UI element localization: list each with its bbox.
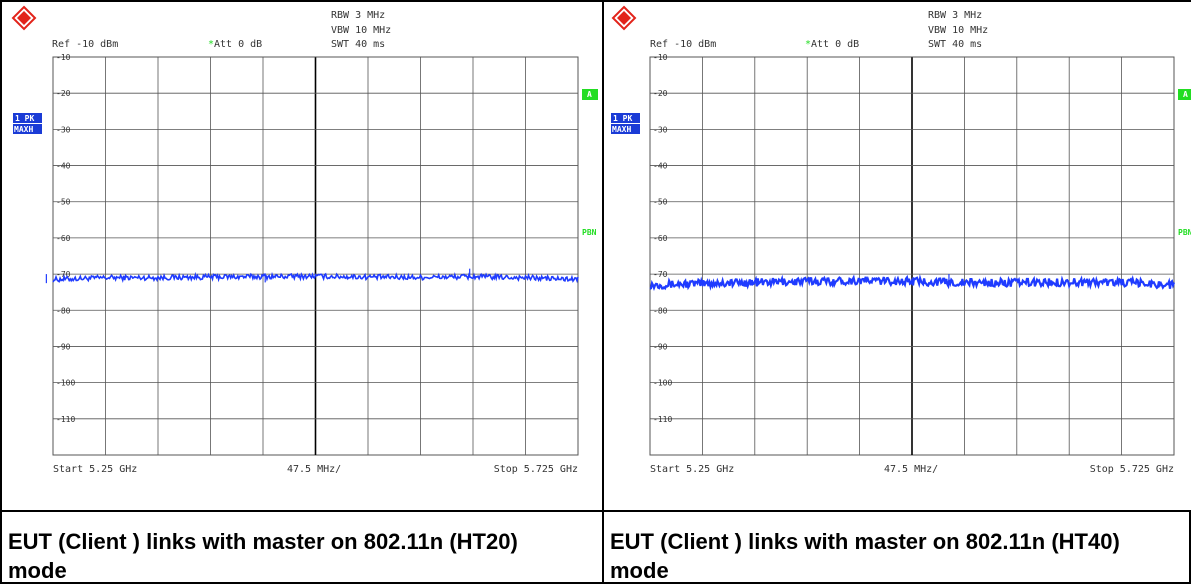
trace-mode-bg [611, 124, 640, 134]
trace-mode-label: MAXH [14, 125, 33, 134]
y-tick-label: -80 [653, 306, 668, 315]
side-label-a-bg [1178, 89, 1191, 100]
spectrum-plot: RBW 3 MHz VBW 10 MHz SWT 40 ms Ref -10 d… [11, 5, 598, 475]
trace-label-bg [13, 113, 42, 123]
y-tick-label: -20 [653, 89, 668, 98]
y-tick-label: -110 [56, 415, 75, 424]
y-tick-label: -10 [653, 53, 668, 62]
ref-level-label: Ref -10 dBm [52, 39, 118, 50]
y-tick-label: -10 [56, 53, 71, 62]
attenuation-label: Att 0 dB [214, 39, 262, 50]
y-tick-label: -40 [653, 162, 668, 171]
trace-mode-label: MAXH [612, 125, 631, 134]
caption-ht20: EUT (Client ) links with master on 802.1… [8, 529, 518, 583]
grid-lines [650, 56, 1174, 455]
trace-detector-label: 1 PK [613, 114, 632, 123]
spectrum-analyzer-screen: RBW 3 MHz VBW 10 MHz SWT 40 ms Ref -10 d… [604, 2, 1191, 510]
swt-label: SWT 40 ms [331, 39, 385, 50]
rohde-schwarz-logo-icon [11, 5, 37, 31]
panel-ht40: RBW 3 MHz VBW 10 MHz SWT 40 ms Ref -10 d… [602, 2, 1191, 583]
vbw-label: VBW 10 MHz [331, 25, 391, 36]
trace-spikes [45, 268, 471, 284]
span-per-div-label: 47.5 MHz/ [884, 464, 938, 475]
y-tick-label: -30 [56, 125, 71, 134]
trace-label-bg [611, 113, 640, 123]
trace-line [649, 274, 1176, 292]
rohde-schwarz-logo-icon [611, 5, 637, 31]
stop-frequency-label: Stop 5.725 GHz [494, 464, 578, 475]
caption-divider [2, 510, 602, 512]
start-frequency-label: Start 5.25 GHz [650, 464, 734, 475]
spectrum-analyzer-screen: RBW 3 MHz VBW 10 MHz SWT 40 ms Ref -10 d… [2, 2, 602, 510]
y-tick-label: -20 [56, 89, 71, 98]
trace-mode-bg [13, 124, 42, 134]
rbw-label: RBW 3 MHz [331, 10, 385, 21]
side-label-a: A [1183, 90, 1188, 99]
ref-level-label: Ref -10 dBm [650, 39, 716, 50]
trace-line [52, 271, 579, 284]
y-tick-label: -30 [653, 125, 668, 134]
y-tick-labels: -10 -20 -30 -40 -50 -60 -70 -80 -90 -100 -110 [56, 53, 75, 424]
caption-ht40: EUT (Client ) links with master on 802.1… [610, 529, 1120, 583]
stop-frequency-label: Stop 5.725 GHz [1090, 464, 1174, 475]
att-star-icon: * [208, 39, 214, 50]
rbw-label: RBW 3 MHz [928, 10, 982, 21]
side-label-a-bg [582, 89, 598, 100]
y-tick-label: -90 [653, 342, 668, 351]
y-tick-label: -50 [653, 198, 668, 207]
y-tick-label: -50 [56, 198, 71, 207]
start-frequency-label: Start 5.25 GHz [53, 464, 137, 475]
y-tick-label: -90 [56, 342, 71, 351]
side-label-pbn: PBN [1178, 228, 1191, 237]
y-tick-label: -40 [56, 162, 71, 171]
side-label-pbn: PBN [582, 228, 597, 237]
spectrum-plot: RBW 3 MHz VBW 10 MHz SWT 40 ms Ref -10 d… [611, 5, 1191, 475]
attenuation-label: Att 0 dB [811, 39, 859, 50]
span-per-div-label: 47.5 MHz/ [287, 464, 341, 475]
y-tick-labels: -10 -20 -30 -40 -50 -60 -70 -80 -90 -100 -110 [653, 53, 672, 424]
y-tick-label: -100 [56, 379, 75, 388]
vbw-label: VBW 10 MHz [928, 25, 988, 36]
y-tick-label: -100 [653, 379, 672, 388]
side-label-a: A [587, 90, 592, 99]
panel-ht20: RBW 3 MHz VBW 10 MHz SWT 40 ms Ref -10 d… [2, 2, 602, 583]
att-star-icon: * [805, 39, 811, 50]
y-tick-label: -70 [653, 270, 668, 279]
y-tick-label: -80 [56, 306, 71, 315]
y-tick-label: -70 [56, 270, 71, 279]
grid-lines [53, 56, 578, 455]
y-tick-label: -110 [653, 415, 672, 424]
y-tick-label: -60 [653, 234, 668, 243]
swt-label: SWT 40 ms [928, 39, 982, 50]
trace-detector-label: 1 PK [15, 114, 34, 123]
caption-divider [604, 510, 1191, 512]
y-tick-label: -60 [56, 234, 71, 243]
